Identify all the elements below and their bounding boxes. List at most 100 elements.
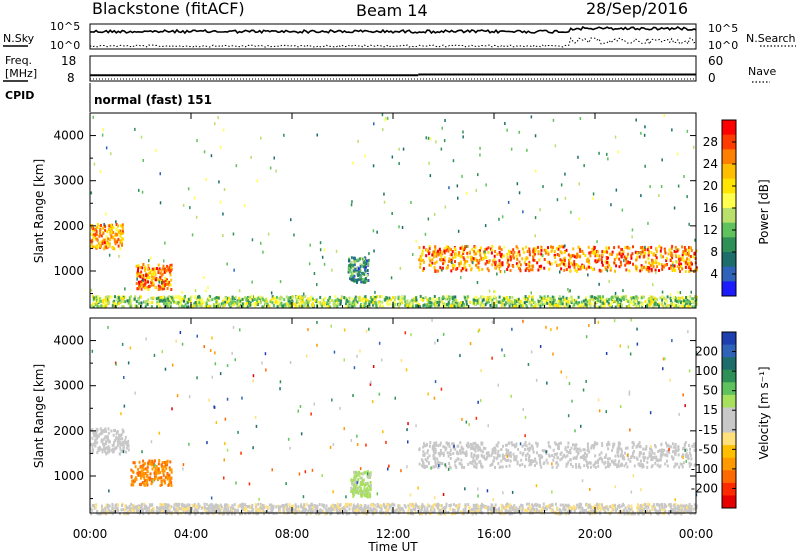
scatter-cell [648,267,650,270]
scatter-cell [493,258,495,261]
scatter-cell [685,296,687,299]
scatter-cell [595,466,597,469]
velocity-panel-bg [90,318,696,513]
scatter-cell [525,454,527,457]
scatter-cell [564,251,566,254]
scatter-cell [572,247,574,250]
scatter-cell [590,251,592,254]
scatter-noise [477,173,479,176]
scatter-cell [493,459,495,462]
scatter-cell [628,269,630,272]
scatter-cell [622,457,624,460]
y-tick-label: 3000 [53,174,84,188]
scatter-cell [516,258,518,261]
scatter-cell [450,453,452,456]
scatter-noise [233,233,235,236]
scatter-cell [97,305,99,308]
scatter-cell [435,441,437,444]
scatter-cell [162,296,164,299]
scatter-cell [474,442,476,445]
beam-title: Beam 14 [356,1,428,20]
scatter-cell [665,300,667,303]
scatter-cell [632,263,634,266]
scatter-noise [616,189,618,192]
scatter-cell [670,259,672,262]
scatter-cell [172,298,174,301]
scatter-noise [224,188,226,191]
scatter-cell [369,495,371,498]
scatter-cell [433,466,435,469]
scatter-cell [611,460,613,463]
scatter-cell [482,258,484,261]
scatter-cell [658,269,660,272]
scatter-cell [224,297,226,300]
scatter-cell [99,228,101,231]
scatter-cell [681,267,683,270]
scatter-noise [639,251,641,254]
scatter-cell [653,252,655,255]
scatter-cell [639,255,641,258]
scatter-cell [524,465,526,468]
scatter-noise [596,240,598,243]
scatter-noise [373,229,375,232]
scatter-cell [466,300,468,303]
scatter-noise [466,245,468,248]
scatter-noise [415,240,417,243]
scatter-cell [670,445,672,448]
scatter-cell [237,509,239,512]
scatter-cell [566,268,568,271]
scatter-cell [349,508,351,511]
scatter-cell [91,245,93,248]
power-panel-bg [90,113,696,308]
scatter-cell [508,299,510,302]
scatter-cell [656,261,658,264]
scatter-cell [524,301,526,304]
scatter-cell [156,267,158,270]
scatter-cell [423,267,425,270]
scatter-noise [579,182,581,185]
scatter-cell [262,298,264,301]
scatter-cell [597,299,599,302]
scatter-noise [675,248,677,251]
scatter-cell [682,256,684,259]
scatter-cell [449,298,451,301]
scatter-cell [92,236,94,239]
scatter-cell [482,299,484,302]
scatter-noise [458,230,460,233]
scatter-cell [110,430,112,433]
scatter-cell [336,305,338,308]
scatter-cell [203,301,205,304]
scatter-cell [640,246,642,249]
scatter-cell [94,228,96,231]
scatter-cell [429,257,431,260]
scatter-cell [617,449,619,452]
scatter-cell [147,264,149,267]
scatter-cell [589,254,591,257]
scatter-cell [609,457,611,460]
scatter-cell [501,248,503,251]
scatter-cell [663,449,665,452]
scatter-cell [647,248,649,251]
scatter-cell [548,253,550,256]
scatter-cell [546,459,548,462]
scatter-cell [459,441,461,444]
scatter-cell [147,277,149,280]
scatter-cell [434,458,436,461]
scatter-cell [556,461,558,464]
scatter-noise [531,291,533,294]
scatter-cell [424,303,426,306]
scatter-cell [162,273,164,276]
scatter-cell [131,482,133,485]
scatter-noise [430,174,432,177]
scatter-cell [689,303,691,306]
scatter-cell [91,240,93,243]
scatter-noise [435,140,437,143]
scatter-cell [642,303,644,306]
scatter-cell [306,503,308,506]
scatter-cell [454,461,456,464]
scatter-cell [185,304,187,307]
scatter-cell [109,238,111,241]
scatter-cell [133,461,135,464]
scatter-cell [145,274,147,277]
scatter-cell [516,255,518,258]
